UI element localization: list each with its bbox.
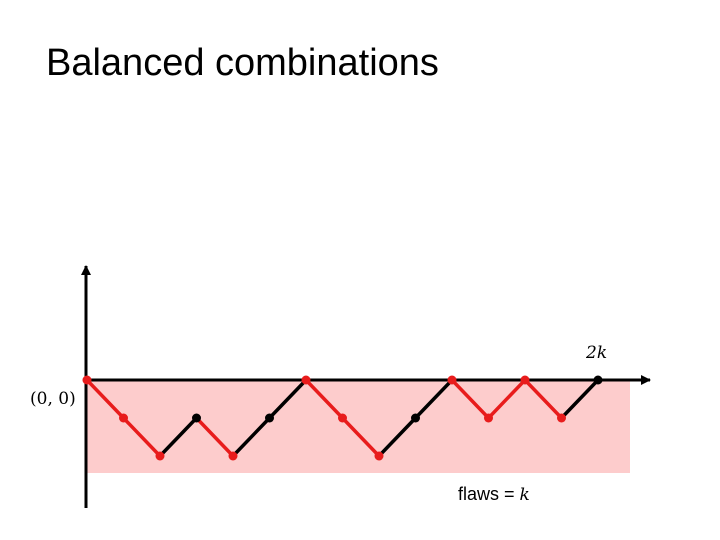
path-steps: [85, 378, 600, 458]
path-step: [523, 378, 564, 420]
path-point: [155, 451, 165, 461]
path-step: [377, 416, 418, 458]
path-step: [231, 416, 272, 458]
path-points: [82, 375, 603, 461]
path-step: [158, 416, 199, 458]
path-step: [121, 416, 162, 458]
origin-label: (0, 0): [30, 389, 76, 409]
path-step: [450, 378, 491, 420]
path-point: [301, 375, 311, 385]
path-step: [486, 378, 527, 420]
flaws-variable: k: [520, 485, 530, 505]
path-step: [559, 378, 600, 420]
path-step: [340, 416, 381, 458]
flaws-label: flaws = k: [458, 484, 530, 505]
path-point: [374, 451, 384, 461]
flaws-text: flaws =: [458, 484, 520, 504]
path-point: [119, 413, 128, 423]
path-point: [82, 375, 92, 385]
path-step: [413, 378, 454, 420]
negative-region-shading: [87, 380, 630, 473]
path-point: [557, 413, 566, 423]
path-point: [593, 375, 603, 385]
path-step: [267, 378, 308, 420]
path-point: [265, 413, 274, 423]
path-point: [338, 413, 347, 423]
end-label: 2k: [585, 343, 607, 363]
path-point: [192, 413, 201, 423]
path-point: [411, 413, 420, 423]
path-point: [484, 413, 493, 423]
slide-title: Balanced combinations: [46, 42, 439, 84]
path-point: [520, 375, 530, 385]
path-point: [228, 451, 238, 461]
path-step: [85, 378, 126, 420]
path-point: [447, 375, 457, 385]
path-step: [304, 378, 345, 420]
path-step: [194, 416, 235, 458]
